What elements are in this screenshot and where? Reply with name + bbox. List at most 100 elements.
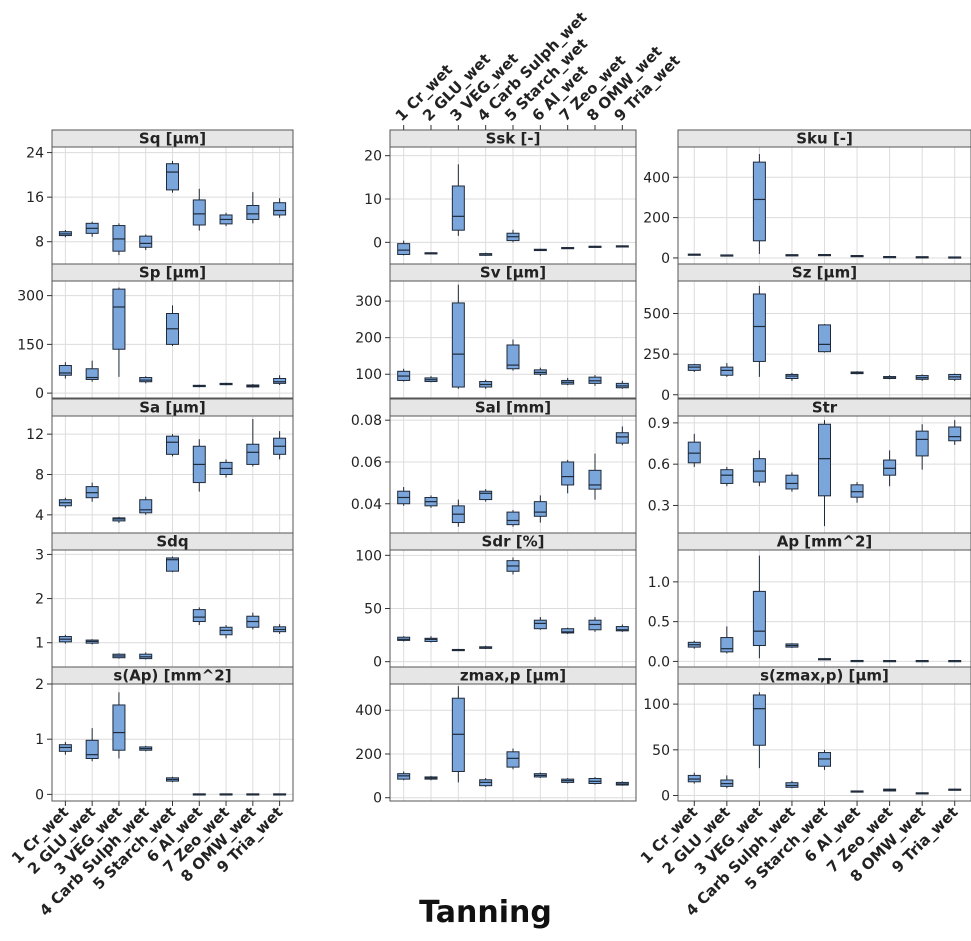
box-1: [720, 637, 734, 653]
box-0: [687, 441, 701, 464]
box-2: [752, 694, 766, 746]
box-4: [818, 423, 831, 497]
box-6: [219, 626, 233, 636]
panel-title: Sdq: [156, 533, 188, 551]
panel-title: Sp [µm]: [139, 264, 206, 282]
y-tick-label: 0.06: [351, 455, 382, 471]
box-4: [506, 344, 520, 370]
y-tick-label: 200: [643, 211, 670, 227]
box-2: [752, 161, 766, 242]
y-tick-label: 0: [661, 388, 670, 404]
y-tick-label: 250: [643, 347, 670, 363]
box-2: [451, 302, 465, 388]
y-tick-label: 100: [643, 697, 670, 713]
y-tick-label: 300: [17, 289, 44, 305]
y-tick-label: 400: [643, 170, 670, 186]
y-tick-label: 100: [355, 548, 382, 564]
y-tick-label: 0: [373, 655, 382, 671]
y-tick-label: 12: [26, 427, 44, 443]
panel-title: Sa [µm]: [139, 399, 206, 417]
y-tick-label: 500: [643, 307, 670, 323]
y-tick-label: 100: [355, 367, 382, 383]
y-tick-label: 0: [661, 789, 670, 805]
box-7: [588, 469, 602, 490]
y-tick-label: 24: [26, 146, 44, 162]
y-tick-label: 3: [35, 547, 44, 563]
box-2: [752, 458, 766, 483]
y-tick-label: 1.0: [648, 575, 670, 591]
box-3: [139, 235, 153, 248]
y-tick-label: 16: [26, 190, 44, 206]
y-tick-label: 10: [364, 192, 382, 208]
y-tick-label: 0.04: [351, 497, 382, 513]
y-tick-label: 0: [373, 235, 382, 251]
box-7: [915, 430, 929, 457]
x-axis-title: Tanning: [419, 895, 552, 930]
y-tick-label: 8: [35, 235, 44, 251]
box-2: [112, 704, 126, 751]
box-4: [818, 324, 831, 353]
y-tick-label: 0.0: [648, 654, 670, 670]
box-4: [166, 557, 179, 572]
box-1: [720, 366, 734, 376]
panel-title: Ap [mm^2]: [777, 533, 873, 551]
y-tick-label: 1: [35, 732, 44, 748]
panel-title: Sz [µm]: [792, 264, 857, 282]
y-tick-label: 0: [661, 251, 670, 267]
box-7: [246, 443, 260, 465]
panel-title: Sdr [%]: [482, 533, 545, 551]
y-tick-label: 200: [355, 747, 382, 763]
y-tick-label: 150: [17, 337, 44, 353]
y-tick-label: 50: [652, 743, 670, 759]
y-tick-label: 8: [35, 468, 44, 484]
box-2: [451, 185, 465, 231]
box-5: [192, 199, 206, 226]
panel-title: s(zmax,p) [µm]: [760, 667, 889, 685]
y-tick-label: 50: [364, 602, 382, 618]
box-6: [883, 459, 897, 476]
box-1: [85, 368, 99, 380]
y-tick-label: 2: [35, 592, 44, 608]
panel-title: Sal [mm]: [475, 399, 551, 417]
panel-title: Ssk [-]: [486, 130, 541, 148]
box-1: [720, 469, 734, 484]
y-tick-label: 0: [373, 791, 382, 807]
box-2: [112, 288, 126, 350]
y-tick-label: 0: [35, 787, 44, 803]
panel-title: Str: [812, 399, 838, 417]
panel-frame-13: [389, 683, 637, 802]
y-tick-label: 0.3: [648, 498, 670, 514]
box-5: [192, 609, 206, 623]
box-3: [139, 499, 153, 514]
box-0: [58, 365, 72, 376]
box-4: [506, 751, 520, 768]
y-tick-label: 20: [364, 149, 382, 165]
panel-frame-5: [677, 280, 971, 399]
box-3: [785, 474, 799, 490]
box-8: [273, 202, 287, 216]
box-4: [166, 435, 179, 455]
box-5: [533, 501, 547, 517]
box-7: [246, 205, 260, 220]
y-tick-label: 0.6: [648, 457, 670, 473]
panel-frame-4: [389, 280, 637, 399]
y-tick-label: 1: [35, 636, 44, 652]
box-6: [561, 628, 575, 634]
y-tick-label: 0.08: [351, 413, 382, 429]
panel-title: Sq [µm]: [139, 130, 206, 148]
box-5: [850, 484, 864, 498]
y-tick-label: 2: [35, 677, 44, 693]
box-1: [85, 739, 99, 760]
box-8: [273, 378, 287, 384]
y-tick-label: 4: [35, 508, 44, 524]
panel-title: s(Ap) [mm^2]: [113, 667, 231, 685]
panel-title: Sku [-]: [796, 130, 853, 148]
y-tick-label: 300: [355, 294, 382, 310]
box-5: [533, 619, 547, 630]
panel-title: zmax,p [µm]: [460, 667, 566, 685]
box-4: [166, 163, 179, 191]
box-8: [615, 626, 629, 632]
box-8: [615, 432, 629, 444]
y-tick-label: 0.9: [648, 416, 670, 432]
